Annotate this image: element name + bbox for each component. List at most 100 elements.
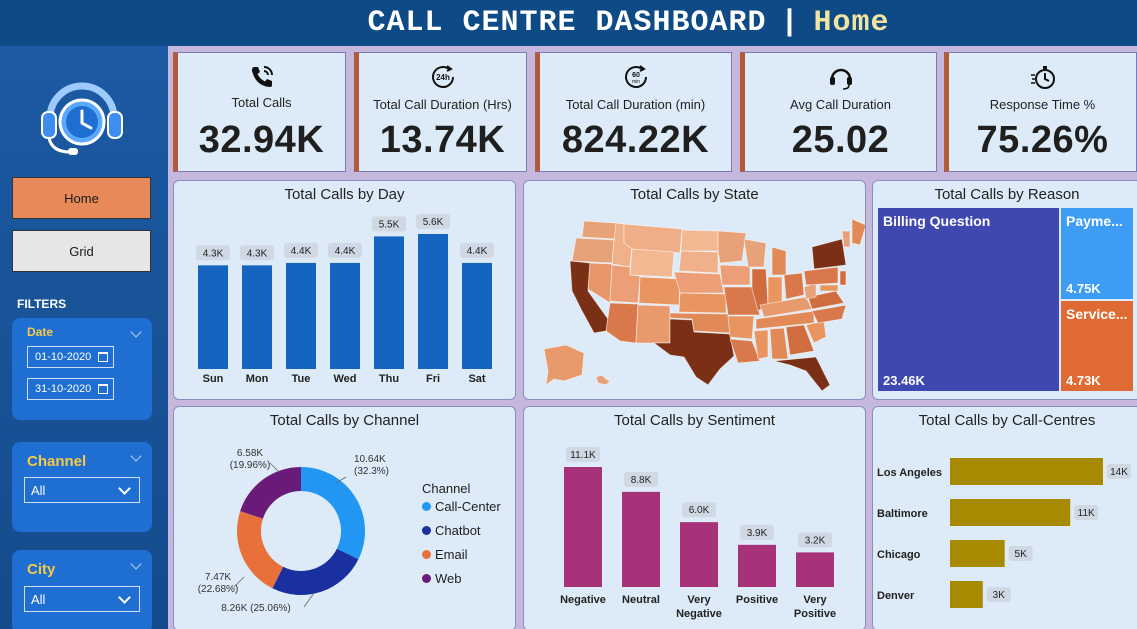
date-slicer-title: Date [27,325,54,339]
x-tick-label: Thu [379,373,399,385]
state-ut [609,264,641,304]
treemap-tile-label: Service... [1066,306,1128,322]
headset-icon [829,68,852,90]
data-label-bg [1008,546,1033,561]
kpi-label: Total Calls [231,95,292,110]
legend-swatch [422,550,431,559]
header-bar: CALL CENTRE DASHBOARD | Home [0,0,1137,46]
state-md [819,284,839,292]
state-al [769,327,789,360]
calls-by-channel-donut[interactable]: Total Calls by Channel 10.64K (32.3%) 8.26… [173,406,516,629]
legend-item-web[interactable]: Web [422,571,462,586]
60-min-clock-icon: 60 min [624,65,647,88]
state-ny [811,238,847,270]
chevron-down-icon[interactable] [130,326,142,338]
dashboard-canvas: Total Calls 32.94K 24h Total Call Durati… [168,46,1137,629]
nav-home-button[interactable]: Home [12,177,151,219]
data-label: 6.0K [689,505,710,516]
data-label: 14K [1110,467,1128,478]
end-date-input[interactable]: 31-10-2020 [27,378,114,400]
treemap-tile-label: Billing Question [883,213,991,229]
x-tick-label: Negative [676,608,722,620]
us-state-map [543,218,865,392]
start-date-input[interactable]: 01-10-2020 [27,346,114,368]
state-va [807,290,845,310]
page-title: CALL CENTRE DASHBOARD | Home [247,6,889,40]
x-tick-label: Wed [333,373,356,385]
legend-item-chatbot[interactable]: Chatbot [422,523,481,538]
treemap-tile-service[interactable]: Service... 4.73K [1061,301,1133,391]
svg-text:60: 60 [632,72,640,79]
sentiment-bar [564,467,602,587]
data-label: 5.5K [379,219,400,230]
kpi-label: Avg Call Duration [790,97,891,112]
channel-donut-plot: 10.64K(32.3%) 8.26K (25.06%) 7.47K(22.68%)… [198,448,389,614]
calendar-icon[interactable] [98,384,108,394]
x-tick-label: Positive [736,594,778,606]
channel-dropdown-value: All [31,482,46,498]
centre-bar-plot: Los Angeles 14K Baltimore 11K Chicago 5K Denve… [877,458,1131,608]
state-oh [783,272,805,300]
calls-by-sentiment-chart[interactable]: Total Calls by Sentiment 11.1K Negative 8.… [523,406,866,629]
chevron-down-icon[interactable] [130,558,142,570]
kpi-response-time[interactable]: Response Time % 75.26% [944,52,1137,172]
data-label: (19.96%) [230,460,271,471]
kpi-total-call-duration-min[interactable]: 60 min Total Call Duration (min) 824.22K [535,52,732,172]
calendar-icon[interactable] [98,352,108,362]
state-nm [635,304,671,344]
data-label: 5K [1015,549,1028,560]
sentiment-bar-plot: 11.1K Negative 8.8K Neutral 6.0K Very Negative… [560,447,836,620]
calls-by-day-chart[interactable]: Total Calls by Day 4.3K Sun 4.3K Mon 4.4K Tue… [173,180,516,400]
day-bar [418,234,448,369]
legend-item-email[interactable]: Email [422,547,468,562]
x-tick-label: Positive [794,608,836,620]
city-dropdown[interactable]: All [24,586,140,612]
chart-title: Total Calls by Call-Centres [918,412,1096,429]
state-co [638,276,681,306]
treemap-tile-payments[interactable]: Payme... 4.75K [1061,208,1133,299]
x-tick-label: Very [687,594,711,606]
headset-clock-logo-icon [41,82,123,155]
calls-by-centre-chart[interactable]: Total Calls by Call-Centres Los Angeles 1… [872,406,1137,629]
data-label: (22.68%) [198,584,239,595]
chevron-down-icon[interactable] [130,450,142,462]
legend-label: Chatbot [435,523,481,538]
state-ga [785,324,815,356]
legend-swatch [422,574,431,583]
y-tick-label: Baltimore [877,508,928,520]
x-tick-label: Negative [560,594,606,606]
leader-line [233,576,245,588]
leader-line [335,476,347,484]
treemap-tile-value: 4.73K [1066,373,1101,388]
legend-item-call-center[interactable]: Call-Center [422,499,501,514]
x-tick-label: Neutral [622,594,660,606]
data-label: (32.3%) [354,466,389,477]
day-bar [462,262,492,369]
channel-dropdown[interactable]: All [24,477,140,503]
calls-by-reason-treemap[interactable]: Total Calls by Reason Billing Question 2… [872,180,1137,400]
state-ks [678,292,727,314]
kpi-value: 32.94K [198,119,325,161]
chart-title: Total Calls by Reason [934,186,1080,203]
legend-swatch [422,502,431,511]
chevron-down-icon [118,482,131,495]
data-label-bg [284,242,318,258]
calls-by-state-map[interactable]: Total Calls by State [523,180,866,400]
kpi-total-calls[interactable]: Total Calls 32.94K [173,52,346,172]
chevron-down-icon [118,591,131,604]
kpi-avg-call-duration[interactable]: Avg Call Duration 25.02 [740,52,937,172]
svg-text:min: min [631,79,639,85]
treemap-tile-billing[interactable]: Billing Question 23.46K [878,208,1059,391]
filters-heading: FILTERS [17,297,67,311]
kpi-total-call-duration-hrs[interactable]: 24h Total Call Duration (Hrs) 13.74K [354,52,527,172]
data-label: 4.4K [467,246,488,257]
nav-grid-button[interactable]: Grid [12,230,151,272]
state-wy [629,248,675,278]
x-tick-label: Very [803,594,827,606]
x-tick-label: Tue [292,373,311,385]
data-label: 11K [1078,508,1095,519]
data-label: 3.9K [747,528,768,539]
day-bar [198,265,228,369]
leader-line [303,592,315,608]
state-in [767,276,783,306]
